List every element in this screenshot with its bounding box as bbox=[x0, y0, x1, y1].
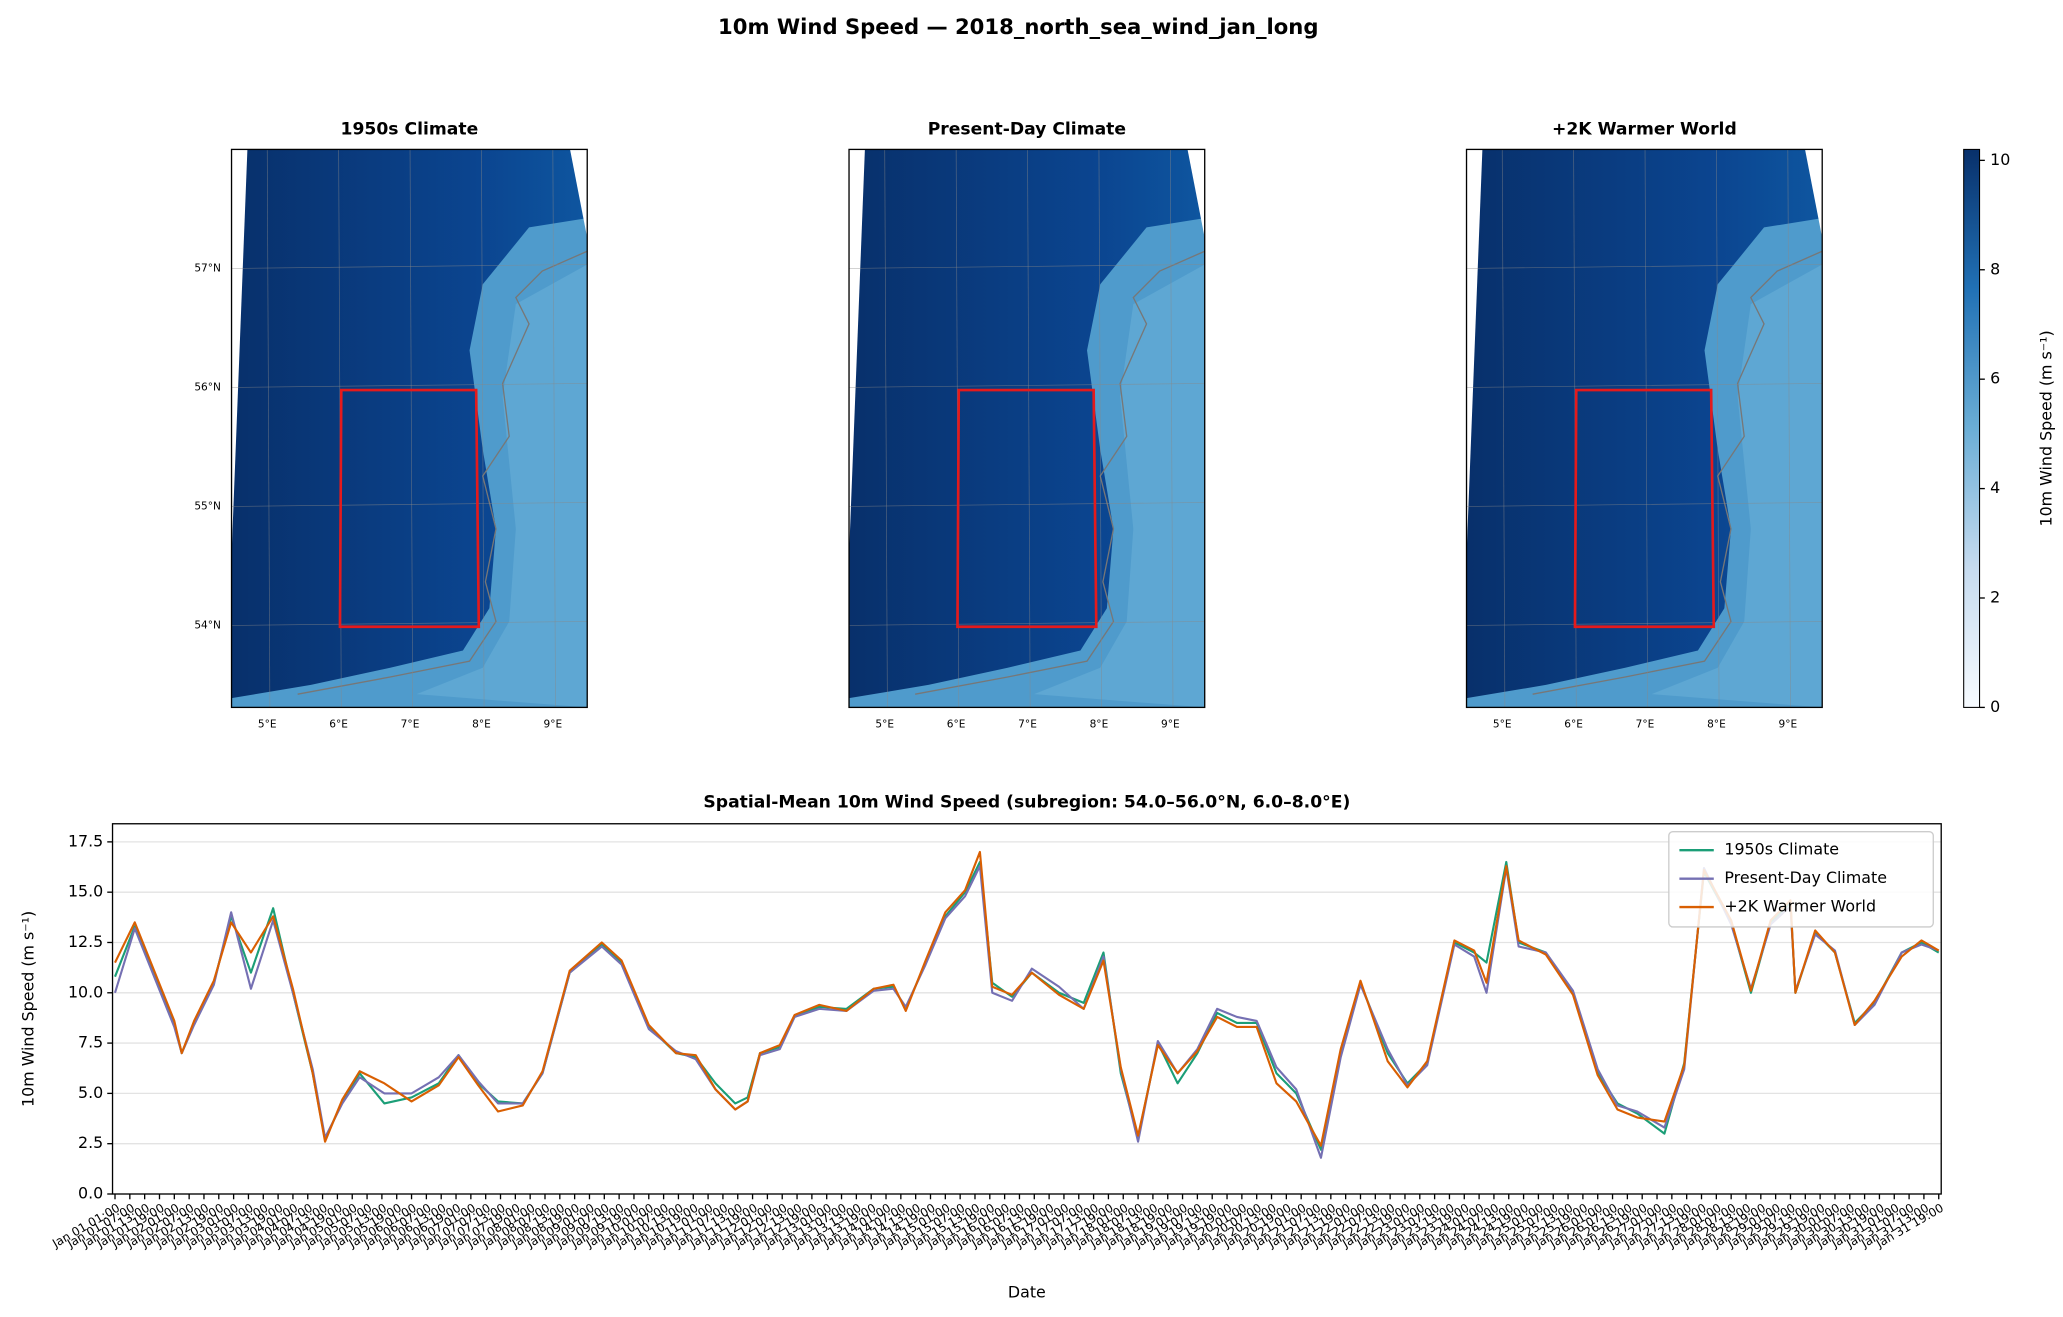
lon-label: 6°E bbox=[329, 719, 348, 731]
legend-box bbox=[1668, 831, 1934, 928]
map-edge bbox=[231, 149, 248, 556]
map-frame bbox=[1465, 148, 1823, 709]
y-tick-label: 12.5 bbox=[68, 932, 103, 951]
map-edge bbox=[1466, 149, 1483, 556]
lon-label: 9°E bbox=[543, 719, 562, 731]
map-gridline bbox=[849, 502, 1205, 507]
colorbar-tick-label: 4 bbox=[1990, 478, 2000, 497]
legend-label: +2K Warmer World bbox=[1724, 897, 1876, 916]
map-land-area bbox=[1034, 264, 1205, 708]
map-gridline bbox=[266, 149, 271, 708]
lon-label: 6°E bbox=[1564, 719, 1583, 731]
y-tick-label: 17.5 bbox=[68, 831, 103, 850]
y-tick-label: 15.0 bbox=[68, 882, 103, 901]
x-axis-label: Date bbox=[1008, 1283, 1046, 1302]
map-gridline bbox=[1716, 149, 1720, 708]
y-axis-label: 10m Wind Speed (m s⁻¹) bbox=[19, 911, 38, 1107]
map-gridline bbox=[849, 383, 1205, 388]
map-land-area bbox=[416, 264, 588, 708]
map-gridline bbox=[231, 264, 588, 269]
map-edge bbox=[1187, 149, 1205, 239]
chart-title: Spatial-Mean 10m Wind Speed (subregion: … bbox=[703, 793, 1350, 813]
map-coast-area bbox=[231, 218, 588, 708]
map-gridline bbox=[231, 383, 588, 388]
colorbar-tick-label: 8 bbox=[1990, 259, 2000, 278]
colorbar bbox=[1963, 148, 1981, 708]
map-gridline bbox=[1787, 149, 1791, 708]
lat-label: 57°N bbox=[194, 262, 221, 274]
map-gridline bbox=[231, 621, 588, 626]
map-gridline bbox=[849, 264, 1205, 269]
map-gridline bbox=[1027, 149, 1031, 708]
lat-label: 55°N bbox=[194, 500, 221, 512]
map-edge bbox=[849, 149, 865, 556]
colorbar-tick-label: 6 bbox=[1990, 369, 2000, 388]
lon-label: 5°E bbox=[258, 719, 277, 731]
y-tick-label: 5.0 bbox=[78, 1083, 103, 1102]
map-gridline bbox=[409, 149, 414, 708]
lon-label: 8°E bbox=[1707, 719, 1726, 731]
map-gridline bbox=[1466, 264, 1823, 269]
plot-frame bbox=[111, 823, 1942, 1195]
subregion-box bbox=[956, 388, 1098, 629]
lon-label: 9°E bbox=[1778, 719, 1797, 731]
lon-label: 5°E bbox=[1493, 719, 1512, 731]
y-tick-label: 10.0 bbox=[68, 982, 103, 1001]
map-coast-area bbox=[1466, 218, 1823, 708]
figure-title: 10m Wind Speed — 2018_north_sea_wind_jan… bbox=[718, 14, 1318, 39]
map-coast-area bbox=[849, 218, 1205, 708]
series-line bbox=[114, 850, 1940, 1147]
lat-label: 56°N bbox=[194, 381, 221, 393]
map-title: +2K Warmer World bbox=[1552, 120, 1737, 140]
y-tick-label: 2.5 bbox=[78, 1133, 103, 1152]
lon-label: 7°E bbox=[401, 719, 420, 731]
colorbar-tick-label: 0 bbox=[1990, 697, 2000, 716]
map-edge bbox=[1805, 149, 1823, 239]
subregion-box bbox=[1573, 388, 1716, 629]
colorbar-label: 10m Wind Speed (m s⁻¹) bbox=[2036, 330, 2055, 526]
map-gridline bbox=[231, 502, 588, 507]
lon-label: 6°E bbox=[947, 719, 966, 731]
map-gridline bbox=[1466, 621, 1823, 626]
map-gridline bbox=[1466, 383, 1823, 388]
map-gridline bbox=[884, 149, 888, 708]
legend-label: 1950s Climate bbox=[1724, 840, 1839, 859]
lon-label: 7°E bbox=[1636, 719, 1655, 731]
subregion-box bbox=[338, 388, 481, 629]
map-gridline bbox=[481, 149, 485, 708]
map-frame bbox=[848, 148, 1206, 709]
legend-label: Present-Day Climate bbox=[1724, 868, 1887, 887]
map-gridline bbox=[1644, 149, 1649, 708]
map-title: Present-Day Climate bbox=[928, 120, 1126, 140]
map-gridline bbox=[1170, 149, 1174, 708]
lat-label: 54°N bbox=[194, 619, 221, 631]
lon-label: 7°E bbox=[1018, 719, 1037, 731]
map-frame bbox=[230, 148, 588, 709]
map-gridline bbox=[1466, 502, 1823, 507]
series-line bbox=[114, 860, 1940, 1151]
map-gridline bbox=[1501, 149, 1506, 708]
colorbar-tick-label: 10 bbox=[1990, 150, 2010, 169]
lon-label: 8°E bbox=[1090, 719, 1109, 731]
colorbar-tick-label: 2 bbox=[1990, 587, 2000, 606]
y-tick-label: 7.5 bbox=[78, 1033, 103, 1052]
lon-label: 9°E bbox=[1161, 719, 1180, 731]
map-gridline bbox=[1098, 149, 1102, 708]
y-tick-label: 0.0 bbox=[78, 1183, 103, 1202]
map-gridline bbox=[849, 621, 1205, 626]
lon-label: 5°E bbox=[875, 719, 894, 731]
map-land-area bbox=[1651, 264, 1823, 708]
map-title: 1950s Climate bbox=[341, 120, 479, 140]
map-gridline bbox=[552, 149, 556, 708]
series-line bbox=[113, 864, 1940, 1159]
lon-label: 8°E bbox=[472, 719, 491, 731]
